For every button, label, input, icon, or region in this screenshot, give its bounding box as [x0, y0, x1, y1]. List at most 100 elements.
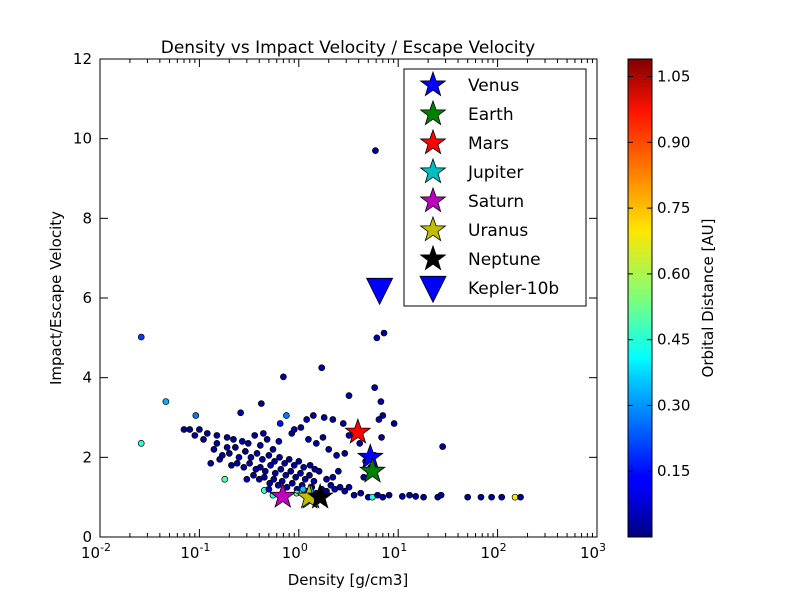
legend-label-neptune: Neptune — [468, 250, 541, 270]
chart-title: Density vs Impact Velocity / Escape Velo… — [161, 38, 535, 58]
exoplanet-point — [276, 420, 284, 427]
colorbar-tick-label: 0.60 — [657, 265, 690, 283]
legend-label-saturn: Saturn — [468, 192, 524, 212]
y-tick-label: 2 — [82, 448, 92, 466]
exoplanet-point — [162, 398, 170, 405]
exoplanet-point — [464, 493, 472, 501]
x-tick-label: 10-2 — [81, 541, 111, 562]
exoplanet-point — [281, 459, 288, 467]
exoplanet-point — [477, 493, 485, 501]
exoplanet-point — [303, 416, 311, 423]
exoplanet-point — [237, 409, 244, 417]
colorbar-tick-label: 0.15 — [657, 462, 690, 480]
exoplanet-point — [297, 469, 304, 477]
exoplanet-point — [271, 469, 279, 477]
exoplanet-point — [315, 467, 323, 475]
exoplanet-point — [260, 430, 267, 437]
exoplanet-point — [275, 438, 283, 445]
exoplanet-point — [310, 477, 318, 485]
colorbar: 0.15 0.30 0.45 0.60 0.75 0.90 1.05 Orbital Dis… — [627, 58, 717, 538]
planet-markers — [269, 277, 394, 509]
colorbar-tick-label: 0.45 — [657, 331, 690, 349]
exoplanet-point — [285, 455, 293, 463]
exoplanet-point — [309, 412, 317, 419]
exoplanet-point — [288, 479, 296, 487]
exoplanet-point — [223, 444, 231, 451]
exoplanet-point — [290, 426, 298, 433]
exoplanet-point — [192, 412, 200, 419]
exoplanet-point — [265, 485, 273, 493]
exoplanet-points — [137, 147, 524, 501]
legend-label-earth: Earth — [468, 105, 514, 125]
legend: Venus Earth Mars Jupiter Saturn Uranus Neptune… — [403, 68, 587, 307]
colorbar-gradient — [627, 58, 653, 538]
exoplanet-point — [378, 434, 385, 441]
exoplanet-point — [269, 446, 277, 453]
y-tick-label: 10 — [73, 130, 92, 148]
exoplanet-point — [276, 453, 283, 461]
legend-marker-neptune — [419, 244, 447, 271]
exoplanet-point — [385, 491, 393, 499]
y-tick-label: 4 — [82, 369, 92, 387]
y-tick-label: 0 — [82, 528, 92, 546]
exoplanet-point — [439, 443, 446, 450]
exoplanet-point — [244, 440, 252, 447]
y-tick-label: 8 — [82, 209, 92, 227]
exoplanet-point — [300, 463, 308, 471]
exoplanet-point — [498, 493, 506, 501]
legend-label-mars: Mars — [468, 134, 509, 154]
legend-label-kepler-10b: Kepler-10b — [468, 279, 559, 299]
exoplanet-point — [261, 467, 269, 475]
exoplanet-point — [137, 333, 145, 341]
exoplanet-point — [356, 440, 364, 447]
planet-marker-kepler-10b — [365, 277, 394, 306]
exoplanet-point — [406, 491, 413, 499]
exoplanet-point — [380, 329, 388, 337]
colorbar-tick-label: 0.90 — [657, 133, 690, 151]
exoplanet-point — [282, 471, 290, 479]
exoplanet-point — [256, 442, 264, 449]
exoplanet-point — [238, 438, 246, 445]
exoplanet-point — [305, 436, 312, 443]
exoplanet-point — [292, 473, 300, 481]
exoplanet-point — [230, 436, 237, 443]
exoplanet-point — [377, 398, 385, 405]
exoplanet-point — [398, 493, 406, 500]
legend-marker-jupiter — [419, 157, 447, 184]
exoplanet-point — [517, 493, 524, 501]
x-tick-label: 102 — [481, 541, 507, 562]
exoplanet-point — [216, 455, 224, 463]
exoplanet-point — [329, 473, 337, 481]
planet-marker-saturn — [269, 482, 297, 508]
exoplanet-point — [390, 420, 398, 427]
exoplanet-point — [336, 483, 344, 491]
legend-label-jupiter: Jupiter — [467, 163, 523, 183]
exoplanet-point — [341, 487, 349, 495]
exoplanet-point — [379, 412, 387, 419]
exoplanet-point — [312, 440, 320, 447]
x-tick-label: 101 — [381, 541, 407, 562]
planet-marker-earth — [358, 457, 386, 483]
colorbar-ticks: 0.15 0.30 0.45 0.60 0.75 0.90 1.05 — [628, 68, 690, 480]
exoplanet-point — [251, 432, 259, 439]
legend-marker-uranus — [419, 215, 447, 242]
exoplanet-point — [259, 455, 266, 463]
exoplanet-point — [345, 483, 353, 491]
exoplanet-point — [299, 485, 307, 493]
exoplanet-point — [265, 451, 273, 459]
exoplanet-point — [329, 416, 337, 423]
colorbar-tick-label: 0.30 — [657, 396, 690, 414]
exoplanet-point — [223, 434, 231, 441]
exoplanet-point — [196, 426, 203, 433]
exoplanet-point — [228, 461, 235, 469]
exoplanet-point — [306, 461, 314, 469]
legend-label-venus: Venus — [468, 76, 519, 96]
exoplanet-point — [253, 450, 261, 457]
legend-marker-mars — [419, 128, 447, 155]
exoplanet-point — [225, 450, 233, 457]
exoplanet-point — [295, 457, 303, 465]
planet-marker-venus — [356, 443, 384, 469]
exoplanet-point — [373, 334, 381, 342]
x-tick-label: 103 — [580, 541, 606, 562]
